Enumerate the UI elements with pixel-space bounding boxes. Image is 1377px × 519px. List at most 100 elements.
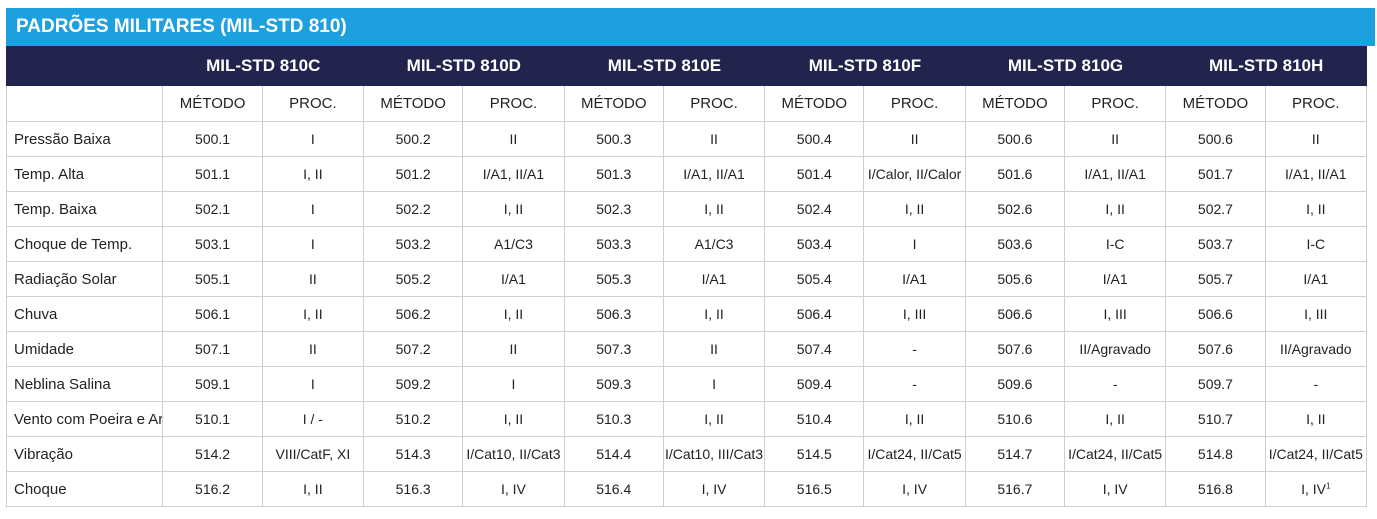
cell-value: 507.2 — [395, 341, 431, 357]
proc-cell: II — [662, 121, 766, 157]
proc-header: PROC. — [662, 85, 766, 122]
method-cell: 510.7 — [1165, 401, 1266, 437]
cell-value: 502.7 — [1197, 201, 1233, 217]
method-cell: 514.8 — [1165, 436, 1266, 472]
cell-value: I/A1 — [1303, 271, 1329, 287]
cell-value: 505.7 — [1197, 271, 1233, 287]
cell-value: I/A1, II/A1 — [1084, 166, 1146, 182]
method-cell: 505.3 — [563, 261, 664, 297]
proc-cell: I, II — [1064, 191, 1167, 227]
cell-value: 516.7 — [997, 481, 1033, 497]
proc-cell: I/A1 — [462, 261, 565, 297]
method-cell: 502.1 — [162, 191, 263, 227]
cell-value: 500.3 — [596, 131, 632, 147]
method-cell: 514.5 — [764, 436, 865, 472]
proc-cell: I, II — [261, 471, 365, 507]
cell-value: 509.3 — [596, 376, 632, 392]
header-blank-cell — [5, 46, 164, 86]
proc-cell: II/Agravado — [1064, 331, 1167, 367]
method-cell: 502.2 — [363, 191, 464, 227]
proc-cell: I, II — [863, 191, 966, 227]
standards-header-row: MIL-STD 810C MIL-STD 810D MIL-STD 810E M… — [5, 46, 1367, 86]
proc-cell: I, III — [1264, 296, 1368, 332]
cell-value: I, II — [704, 411, 724, 427]
proc-cell: II — [261, 261, 365, 297]
sub-header-blank-cell — [5, 85, 164, 122]
cell-value: 503.3 — [596, 236, 632, 252]
method-cell: 506.6 — [1165, 296, 1266, 332]
cell-value: 507.6 — [997, 341, 1033, 357]
method-cell: 516.8 — [1165, 471, 1266, 507]
proc-cell: I — [261, 191, 365, 227]
cell-value: 507.3 — [596, 341, 632, 357]
cell-value: 501.3 — [596, 166, 632, 182]
cell-value: II — [308, 341, 317, 357]
row-label: Choque de Temp. — [5, 226, 164, 262]
cell-value: 516.8 — [1197, 481, 1233, 497]
method-cell: 510.4 — [764, 401, 865, 437]
proc-cell: I, II — [1264, 401, 1368, 437]
table-row: Umidade 507.1 II 507.2 II 507.3 II 507.4 - 507.6 I… — [5, 331, 1368, 367]
method-cell: 510.1 — [162, 401, 263, 437]
proc-cell: I, II — [1264, 191, 1368, 227]
cell-value: I, III — [1103, 306, 1127, 322]
proc-cell: I — [662, 366, 766, 402]
cell-value: 505.2 — [395, 271, 431, 287]
cell-value: I — [310, 236, 315, 252]
cell-value: 502.6 — [997, 201, 1033, 217]
cell-value: I, III — [902, 306, 927, 322]
method-cell: 507.6 — [964, 331, 1066, 367]
method-cell: 514.2 — [162, 436, 263, 472]
cell-value: - — [912, 341, 917, 357]
proc-cell: - — [1264, 366, 1368, 402]
cell-value: I, II — [1105, 201, 1125, 217]
cell-value: 514.4 — [596, 446, 632, 462]
method-cell: 509.1 — [162, 366, 263, 402]
cell-value: I, II — [303, 166, 323, 182]
cell-value: I — [712, 376, 716, 392]
cell-value: 505.1 — [195, 271, 231, 287]
cell-value: - — [1313, 376, 1319, 392]
method-cell: 501.6 — [964, 156, 1066, 192]
row-label: Radiação Solar — [5, 261, 164, 297]
proc-cell: I/Cat10, II/Cat3 — [462, 436, 565, 472]
proc-cell: I — [462, 366, 565, 402]
proc-cell: I — [261, 366, 365, 402]
method-cell: 501.7 — [1165, 156, 1266, 192]
row-label: Temp. Alta — [5, 156, 164, 192]
cell-value: 503.1 — [195, 236, 231, 252]
cell-value: I/Cat24, II/Cat5 — [867, 446, 962, 462]
method-cell: 503.3 — [563, 226, 664, 262]
row-label: Temp. Baixa — [5, 191, 164, 227]
method-cell: 506.6 — [964, 296, 1066, 332]
proc-cell: VIII/CatF, XI — [261, 436, 365, 472]
cell-value: 500.1 — [195, 131, 231, 147]
cell-value: 509.2 — [395, 376, 431, 392]
table-title: PADRÕES MILITARES (MIL-STD 810) — [6, 8, 1375, 46]
cell-value: I, II — [503, 201, 524, 217]
cell-value: I, II — [704, 201, 724, 217]
method-cell: 514.4 — [563, 436, 664, 472]
cell-value: - — [912, 376, 917, 392]
method-cell: 503.6 — [964, 226, 1066, 262]
cell-value: 507.4 — [796, 341, 832, 357]
cell-value: I, II — [704, 306, 724, 322]
table-row: Neblina Salina 509.1 I 509.2 I 509.3 I 509.4 - 50… — [5, 366, 1368, 402]
cell-value: I/A1 — [500, 271, 526, 287]
method-cell: 501.4 — [764, 156, 865, 192]
cell-value: 506.1 — [195, 306, 231, 322]
proc-header: PROC. — [1064, 85, 1167, 122]
cell-value: II — [1311, 131, 1320, 147]
table-body: Pressão Baixa 500.1 I 500.2 II 500.3 II 500.4 II… — [5, 121, 1368, 507]
proc-header: PROC. — [462, 85, 565, 122]
cell-value: 516.4 — [596, 481, 632, 497]
method-cell: 509.3 — [563, 366, 664, 402]
proc-cell: I/A1 — [863, 261, 966, 297]
method-cell: 500.6 — [1165, 121, 1266, 157]
footnote-marker: 1 — [1326, 481, 1331, 491]
proc-cell: A1/C3 — [462, 226, 565, 262]
proc-cell: I/Cat24, II/Cat5 — [863, 436, 966, 472]
row-label: Chuva — [5, 296, 164, 332]
cell-value: I/A1 — [902, 271, 928, 287]
proc-cell: I, II — [662, 191, 766, 227]
